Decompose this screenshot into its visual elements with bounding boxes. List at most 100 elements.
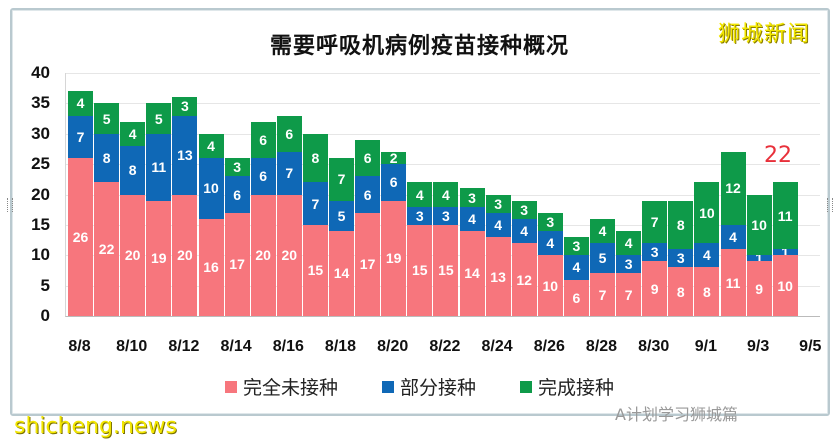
bar-segment: 5	[590, 243, 615, 274]
bar-segment: 4	[616, 230, 642, 256]
legend-swatch-icon	[224, 380, 237, 393]
bar-segment: 3	[485, 194, 511, 213]
bar-segment: 7	[590, 273, 615, 316]
bar-segment: 11	[146, 133, 172, 201]
watermark-account: A计划学习狮城篇	[615, 405, 738, 424]
bar-segment: 3	[433, 206, 459, 225]
x-tick-label: 8/10	[116, 338, 148, 355]
bar-8-17: 15 7 8	[302, 133, 328, 316]
bar-8-14: 17 6 3	[224, 158, 250, 316]
x-tick-label: 8/20	[377, 338, 409, 355]
x-tick-label: 8/28	[585, 338, 618, 355]
bar-segment: 20	[276, 194, 302, 316]
legend-item-unvaccinated: 完全未接种	[224, 373, 338, 400]
bar-9-3: 9110	[746, 194, 772, 316]
bar-segment: 17	[355, 212, 381, 316]
resize-handle-right[interactable]	[827, 198, 833, 212]
bar-8-24: 13 4 3	[485, 194, 511, 316]
bar-8-16: 20 7 6	[276, 115, 302, 316]
gridline	[66, 73, 820, 74]
bar-segment: 8	[668, 267, 694, 316]
bar-8-12: 20 13 3	[172, 97, 198, 316]
bar-segment: 11	[720, 249, 746, 316]
bar-segment: 14	[329, 230, 354, 316]
bar-segment: 4	[590, 218, 615, 244]
bar-segment: 5	[94, 103, 120, 134]
bar-9-1: 8 4 10	[694, 182, 720, 316]
bar-segment: 17	[224, 212, 250, 316]
legend-swatch-icon	[381, 380, 394, 393]
bar-segment: 3	[459, 188, 485, 207]
bar-8-23: 14 4 3	[459, 188, 485, 316]
bar-segment: 15	[433, 224, 459, 316]
legend-label: 完全未接种	[242, 377, 338, 399]
bar-segment: 7	[68, 115, 93, 159]
bar-segment: 6	[563, 279, 589, 316]
bar-segment: 3	[537, 212, 563, 231]
bar-segment: 4	[537, 230, 563, 256]
bar-segment: 2	[381, 152, 407, 165]
x-tick-label: 8/22	[429, 338, 461, 355]
bar-segment: 7	[616, 273, 642, 316]
bar-segment: 3	[668, 249, 694, 268]
bar-segment: 4	[198, 133, 224, 159]
x-tick-label: 8/14	[220, 338, 252, 355]
bar-segment: 16	[198, 218, 224, 316]
bar-segment: 6	[355, 139, 381, 177]
bar-8-22: 15 3 4	[433, 182, 459, 316]
bar-segment: 6	[276, 115, 302, 152]
resize-handle-left[interactable]	[7, 198, 13, 212]
bar-segment: 3	[172, 97, 198, 116]
bar-segment: 7	[302, 182, 328, 225]
legend-swatch-icon	[520, 380, 532, 393]
x-tick-label: 8/26	[533, 338, 565, 355]
bar-8-15: 20 6 6	[250, 121, 276, 316]
bar-segment: 19	[146, 200, 172, 316]
bar-segment: 4	[120, 121, 146, 146]
bar-segment: 3	[511, 200, 537, 219]
legend-label: 部分接种	[399, 377, 476, 399]
y-tick-label: 5	[40, 275, 50, 295]
bar-8-8: 26 7 4	[68, 91, 93, 316]
bar-segment: 13	[485, 237, 511, 316]
bar-segment: 1	[746, 255, 772, 262]
bar-8-18: 14 5 7	[329, 158, 354, 316]
bar-segment: 4	[720, 224, 746, 250]
bar-segment: 4	[563, 255, 589, 280]
bar-segment: 6	[355, 176, 381, 213]
bar-segment: 12	[720, 152, 746, 225]
bar-8-11: 19 11 5	[146, 103, 172, 316]
bar-segment: 5	[329, 200, 354, 231]
bar-segment: 4	[485, 212, 511, 238]
plot-area: 26 7 4 22 8 5 20 8 4 19 11 5 20 13 3 16 10 4 17 6 3 20 6 6 20 7 6 1…	[65, 73, 820, 317]
legend-item-full: 完成接种	[520, 373, 614, 400]
bar-segment: 20	[120, 194, 146, 316]
bar-segment: 7	[642, 200, 668, 244]
bar-segment: 4	[694, 243, 720, 268]
x-tick-label: 8/18	[324, 338, 357, 355]
bar-segment: 6	[250, 121, 276, 159]
bar-segment: 14	[459, 230, 485, 316]
bar-segment: 10	[694, 182, 720, 244]
bar-segment: 7	[276, 151, 302, 195]
bar-8-19: 17 6 6	[355, 139, 381, 316]
x-tick-label: 9/1	[694, 338, 718, 355]
bar-segment: 6	[224, 176, 250, 213]
bar-segment: 9	[746, 261, 772, 316]
x-tick-label: 9/5	[799, 338, 822, 355]
y-tick-label: 25	[31, 154, 50, 174]
bar-segment: 4	[459, 206, 485, 231]
legend: 完全未接种 部分接种 完成接种	[0, 373, 839, 400]
bar-segment: 10	[537, 255, 563, 316]
bar-segment: 4	[511, 218, 537, 244]
bar-segment: 8	[302, 133, 328, 183]
bar-8-10: 20 8 4	[120, 121, 146, 316]
bar-8-21: 15 3 4	[407, 182, 433, 316]
bar-segment: 13	[172, 115, 198, 195]
bar-8-26: 10 4 3	[537, 212, 563, 316]
bar-segment: 10	[772, 255, 798, 316]
watermark-site: shicheng.news	[14, 414, 177, 439]
y-tick-label: 20	[31, 184, 50, 204]
y-tick-label: 0	[40, 306, 50, 325]
